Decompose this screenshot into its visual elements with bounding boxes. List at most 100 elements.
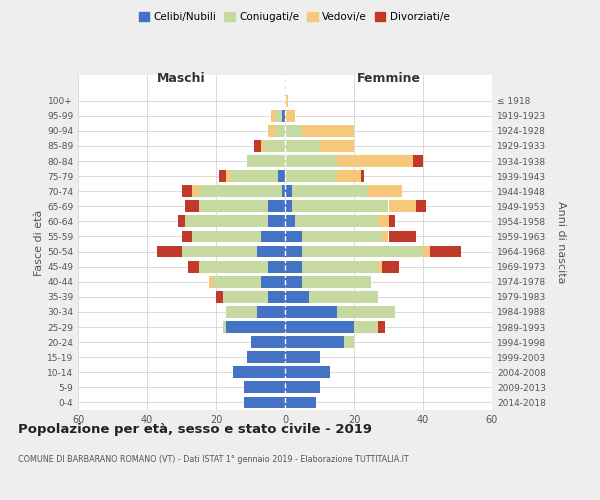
- Bar: [192, 230, 261, 242]
- Bar: [182, 186, 192, 197]
- Bar: [178, 216, 185, 228]
- Bar: [188, 261, 199, 272]
- Bar: [261, 140, 265, 152]
- Bar: [281, 110, 285, 122]
- Bar: [244, 382, 285, 393]
- Bar: [302, 276, 371, 287]
- Bar: [254, 140, 261, 152]
- Bar: [285, 110, 295, 122]
- Bar: [233, 366, 285, 378]
- Bar: [185, 216, 268, 228]
- Bar: [285, 230, 302, 242]
- Bar: [199, 186, 281, 197]
- Bar: [302, 125, 354, 136]
- Bar: [416, 200, 427, 212]
- Bar: [285, 366, 330, 378]
- Bar: [295, 216, 378, 228]
- Bar: [275, 110, 281, 122]
- Bar: [285, 382, 320, 393]
- Text: Maschi: Maschi: [157, 72, 206, 85]
- Bar: [302, 246, 423, 258]
- Bar: [251, 336, 285, 348]
- Bar: [271, 110, 275, 122]
- Bar: [378, 216, 389, 228]
- Bar: [285, 170, 337, 182]
- Bar: [382, 261, 399, 272]
- Bar: [226, 170, 230, 182]
- Bar: [209, 276, 212, 287]
- Bar: [268, 125, 275, 136]
- Bar: [285, 336, 344, 348]
- Bar: [309, 291, 378, 302]
- Bar: [285, 261, 302, 272]
- Bar: [368, 186, 402, 197]
- Bar: [285, 216, 295, 228]
- Bar: [354, 321, 378, 333]
- Bar: [247, 155, 285, 167]
- Bar: [285, 291, 309, 302]
- Bar: [285, 200, 292, 212]
- Bar: [292, 186, 368, 197]
- Bar: [285, 396, 316, 408]
- Bar: [344, 336, 354, 348]
- Bar: [382, 230, 389, 242]
- Text: Popolazione per età, sesso e stato civile - 2019: Popolazione per età, sesso e stato civil…: [18, 422, 372, 436]
- Legend: Celibi/Nubili, Coniugati/e, Vedovi/e, Divorziati/e: Celibi/Nubili, Coniugati/e, Vedovi/e, Di…: [134, 8, 454, 26]
- Bar: [285, 306, 337, 318]
- Bar: [212, 276, 261, 287]
- Bar: [244, 396, 285, 408]
- Bar: [285, 140, 320, 152]
- Bar: [268, 200, 285, 212]
- Bar: [257, 306, 285, 318]
- Bar: [285, 352, 320, 363]
- Bar: [261, 230, 285, 242]
- Bar: [247, 352, 285, 363]
- Bar: [285, 276, 302, 287]
- Bar: [285, 95, 289, 106]
- Bar: [182, 246, 257, 258]
- Text: COMUNE DI BARBARANO ROMANO (VT) - Dati ISTAT 1° gennaio 2019 - Elaborazione TUTT: COMUNE DI BARBARANO ROMANO (VT) - Dati I…: [18, 455, 409, 464]
- Bar: [320, 140, 354, 152]
- Bar: [199, 261, 268, 272]
- Bar: [265, 140, 285, 152]
- Bar: [230, 170, 278, 182]
- Y-axis label: Anni di nascita: Anni di nascita: [556, 201, 566, 284]
- Bar: [378, 261, 382, 272]
- Bar: [278, 170, 285, 182]
- Bar: [389, 200, 416, 212]
- Bar: [223, 321, 226, 333]
- Bar: [185, 200, 199, 212]
- Bar: [220, 170, 226, 182]
- Bar: [413, 155, 423, 167]
- Bar: [378, 321, 385, 333]
- Bar: [223, 291, 268, 302]
- Bar: [337, 170, 361, 182]
- Bar: [292, 200, 389, 212]
- Bar: [389, 216, 395, 228]
- Bar: [275, 125, 285, 136]
- Bar: [423, 246, 430, 258]
- Text: Femmine: Femmine: [356, 72, 421, 85]
- Bar: [157, 246, 182, 258]
- Bar: [389, 230, 416, 242]
- Bar: [268, 261, 285, 272]
- Bar: [268, 216, 285, 228]
- Bar: [182, 230, 192, 242]
- Y-axis label: Fasce di età: Fasce di età: [34, 210, 44, 276]
- Bar: [430, 246, 461, 258]
- Bar: [281, 186, 285, 197]
- Bar: [285, 155, 337, 167]
- Bar: [337, 306, 395, 318]
- Bar: [285, 246, 302, 258]
- Bar: [361, 170, 364, 182]
- Bar: [285, 125, 302, 136]
- Bar: [192, 186, 199, 197]
- Bar: [226, 321, 285, 333]
- Bar: [199, 200, 268, 212]
- Bar: [268, 291, 285, 302]
- Bar: [226, 306, 257, 318]
- Bar: [261, 276, 285, 287]
- Bar: [337, 155, 413, 167]
- Bar: [216, 291, 223, 302]
- Bar: [285, 321, 354, 333]
